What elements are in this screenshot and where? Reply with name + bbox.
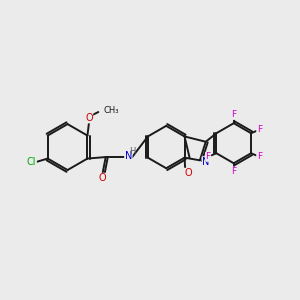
- Text: N: N: [202, 157, 209, 167]
- Text: O: O: [98, 173, 106, 183]
- Text: F: F: [257, 152, 262, 161]
- Text: O: O: [85, 113, 93, 123]
- Text: F: F: [231, 110, 236, 119]
- Text: N: N: [125, 151, 132, 161]
- Text: CH₃: CH₃: [103, 106, 119, 115]
- Text: Cl: Cl: [27, 157, 36, 167]
- Text: O: O: [184, 168, 192, 178]
- Text: F: F: [231, 167, 236, 176]
- Text: H: H: [130, 147, 136, 156]
- Text: F: F: [206, 152, 211, 161]
- Text: F: F: [257, 125, 262, 134]
